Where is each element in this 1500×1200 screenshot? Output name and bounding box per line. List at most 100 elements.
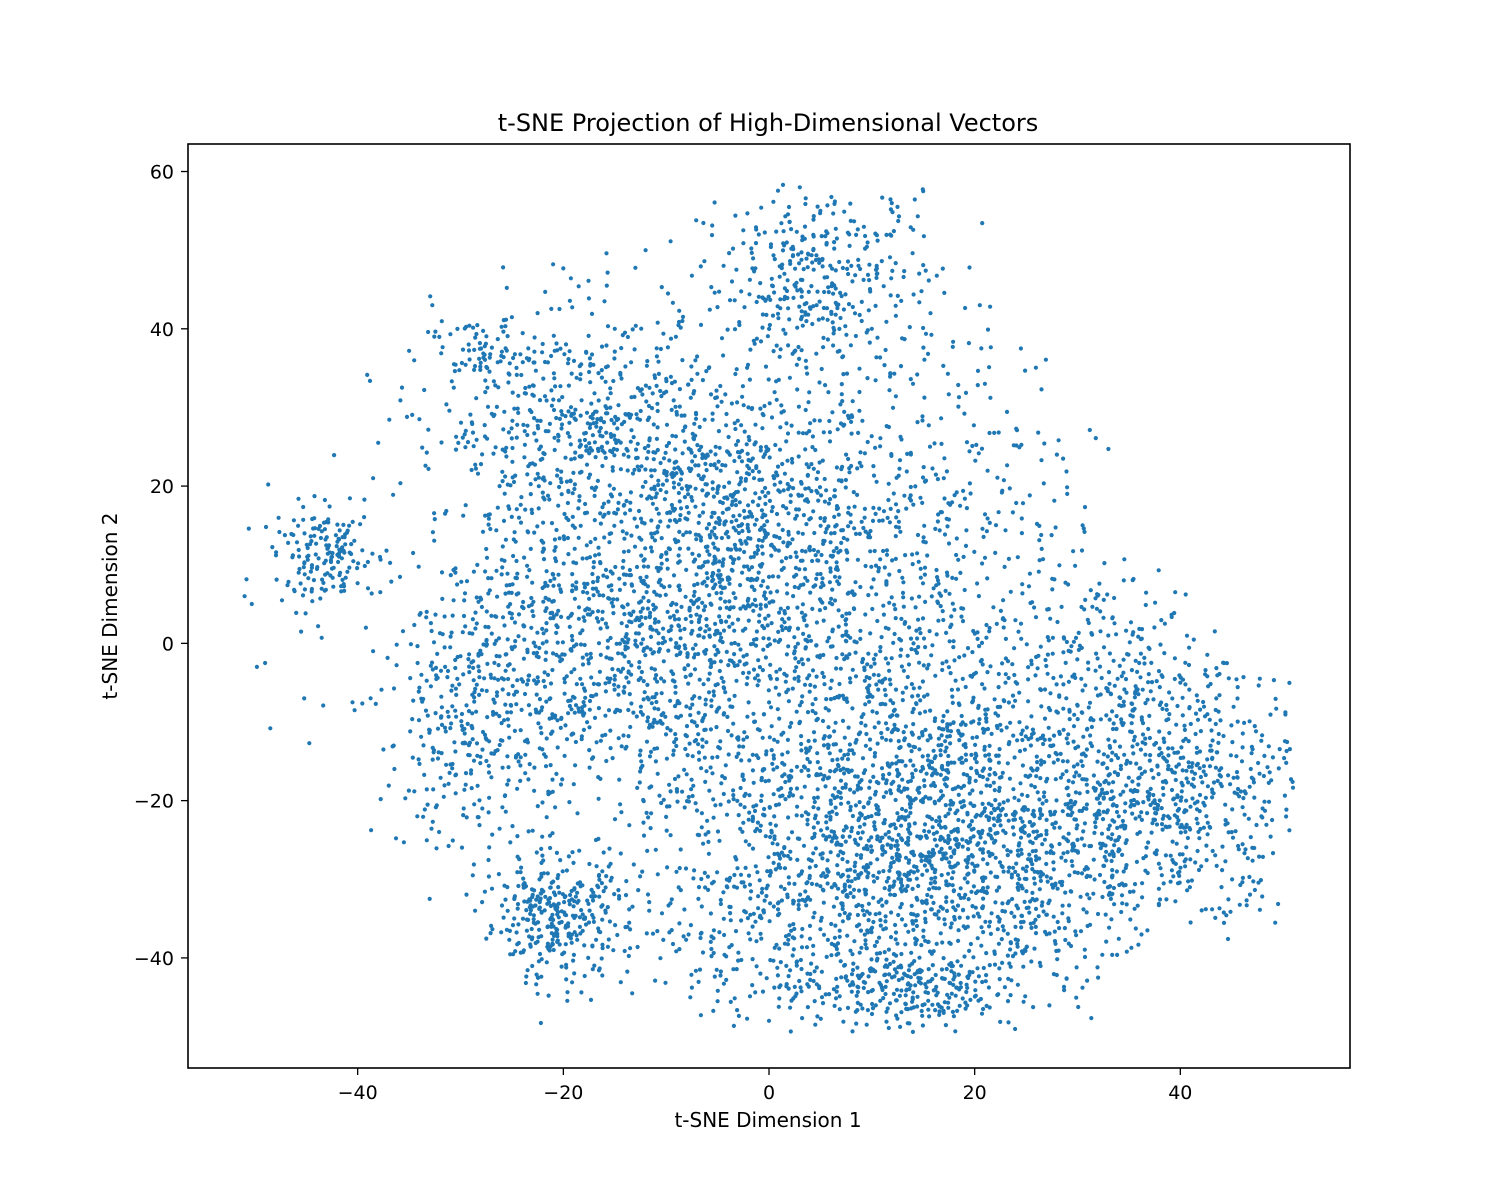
scatter-point-1830 [786,815,791,820]
scatter-point-1948 [825,937,831,943]
scatter-point-1171 [820,264,825,269]
scatter-point-4645 [451,385,456,390]
scatter-point-2947 [823,784,828,789]
scatter-point-3701 [1169,787,1175,793]
scatter-point-3919 [1121,789,1126,794]
scatter-point-1044 [887,255,893,260]
scatter-point-4208 [558,858,563,863]
scatter-point-3228 [742,805,747,810]
scatter-point-2554 [965,773,970,778]
scatter-point-4089 [575,937,580,942]
scatter-point-4393 [488,931,493,936]
scatter-point-4969 [424,787,429,792]
scatter-point-2263 [934,912,939,917]
scatter-point-4849 [635,455,640,460]
scatter-point-201 [817,608,823,613]
scatter-point-4287 [627,920,632,925]
scatter-point-424 [713,621,718,627]
scatter-point-3977 [1110,726,1116,732]
scatter-point-3837 [1235,719,1240,724]
scatter-point-4719 [528,461,533,466]
scatter-point-3415 [760,735,765,740]
scatter-point-1641 [739,957,744,963]
scatter-point-3654 [1240,731,1245,736]
scatter-point-834 [586,661,591,666]
scatter-point-4399 [524,928,530,933]
scatter-point-3388 [971,826,976,831]
scatter-point-1790 [701,841,706,846]
scatter-point-2206 [782,853,787,858]
scatter-point-1997 [896,912,901,918]
scatter-point-3348 [826,745,831,751]
scatter-point-1205 [789,227,794,232]
scatter-point-2067 [1007,776,1013,781]
scatter-point-4802 [463,445,468,450]
scatter-point-3938 [1075,762,1080,767]
scatter-point-3746 [1146,680,1151,685]
scatter-point-4236 [587,861,592,867]
scatter-point-552 [717,521,722,527]
scatter-point-86 [849,263,854,268]
scatter-point-3944 [1262,808,1268,813]
scatter-point-85 [844,452,849,457]
scatter-point-2374 [820,856,825,861]
scatter-point-1174 [717,289,722,294]
scatter-point-2184 [973,778,978,784]
scatter-point-4218 [564,977,569,982]
scatter-point-787 [677,546,683,551]
scatter-point-2229 [1081,829,1086,834]
scatter-point-247 [788,554,793,560]
scatter-point-2299 [969,752,974,758]
scatter-point-1144 [832,199,838,204]
scatter-point-2837 [988,828,993,833]
scatter-point-330 [721,353,726,358]
scatter-point-1059 [781,409,786,414]
scatter-point-3178 [1203,907,1208,912]
scatter-point-3368 [879,766,885,771]
scatter-point-2481 [903,855,909,860]
scatter-point-3234 [1075,849,1080,854]
scatter-point-3552 [1266,799,1272,804]
scatter-point-2600 [836,871,841,876]
scatter-point-4229 [535,991,540,996]
scatter-point-4762 [594,409,599,414]
scatter-point-3748 [1242,851,1247,856]
scatter-point-3186 [931,885,936,890]
scatter-point-101 [1003,680,1008,685]
scatter-point-3073 [1013,1026,1018,1032]
scatter-point-10 [316,556,321,561]
scatter-point-3030 [1062,926,1067,931]
scatter-point-1009 [698,538,704,543]
scatter-point-2905 [965,872,970,877]
scatter-point-1219 [928,311,933,316]
scatter-point-2110 [796,898,802,903]
scatter-point-228 [629,360,634,365]
scatter-point-4522 [520,331,525,336]
scatter-point-3265 [947,807,953,812]
scatter-point-1089 [875,238,880,243]
scatter-point-3137 [1100,894,1105,900]
scatter-point-654 [662,639,668,644]
scatter-point-3120 [1040,733,1046,738]
scatter-point-2290 [1028,743,1033,748]
scatter-point-2341 [887,677,893,682]
scatter-point-4702 [608,391,613,396]
scatter-point-2152 [894,754,899,759]
scatter-point-4674 [674,459,679,464]
scatter-point-4168 [594,864,599,869]
scatter-point-1694 [890,855,895,860]
scatter-point-3516 [895,941,900,946]
scatter-point-2323 [855,774,860,779]
scatter-point-340 [733,546,738,551]
scatter-point-4207 [615,932,620,938]
scatter-point-3644 [1176,818,1181,823]
scatter-point-89 [880,735,885,740]
scatter-point-625 [760,668,766,673]
scatter-point-4410 [646,449,651,454]
scatter-point-687 [783,625,789,631]
scatter-point-3994 [1155,802,1160,808]
scatter-point-4666 [515,406,520,411]
scatter-point-4583 [616,403,621,408]
scatter-point-3716 [1228,909,1233,914]
scatter-point-3230 [1000,864,1005,870]
